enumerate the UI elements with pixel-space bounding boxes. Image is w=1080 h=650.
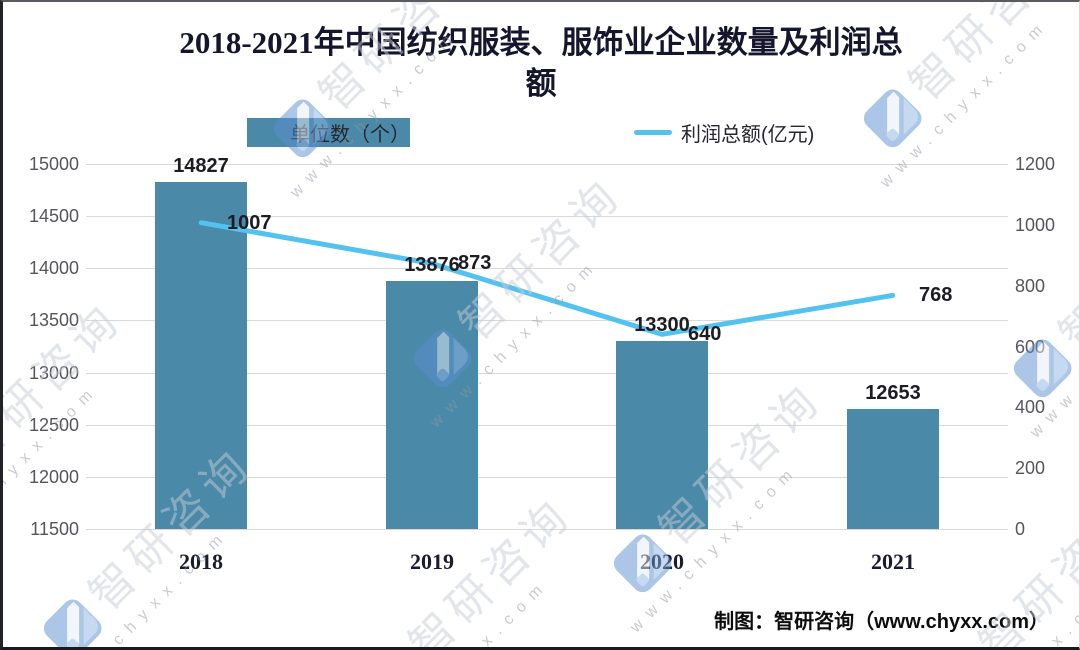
chart-title-line2: 额	[525, 66, 557, 101]
brand-logo-icon	[43, 599, 102, 647]
grid-line	[86, 425, 1008, 426]
left-axis-tick-label: 11500	[30, 519, 79, 539]
legend-line-swatch	[634, 130, 672, 135]
right-axis-tick-label: 0	[1015, 519, 1026, 539]
watermark-brand-text: 智研咨询	[1050, 178, 1080, 360]
line-value-label: 640	[688, 323, 722, 345]
left-axis-tick-label: 13000	[28, 363, 79, 383]
legend-bar-swatch	[247, 126, 281, 139]
left-axis-tick-label: 12000	[28, 467, 79, 487]
left-axis-tick-label: 14000	[28, 258, 79, 278]
attribution-text: 制图：智研咨询（www.chyxx.com）	[714, 611, 1049, 633]
bar	[616, 341, 708, 529]
legend-bar-label: 单位数（个）	[290, 124, 410, 146]
bar-value-label: 13876	[404, 254, 460, 276]
brand-logo-icon	[926, 642, 1000, 650]
grid-line	[86, 373, 1008, 374]
brand-logo-icon	[356, 642, 430, 650]
legend-item-profit: 利润总额(亿元)	[634, 118, 814, 147]
right-axis-tick-label: 1200	[1015, 154, 1056, 174]
bar	[847, 409, 939, 529]
left-axis-tick-label: 15000	[28, 154, 79, 174]
bar-value-label: 12653	[865, 382, 921, 404]
grid-line	[86, 164, 1008, 165]
legend-line-label: 利润总额(亿元)	[681, 124, 815, 146]
grid-line	[86, 529, 1008, 530]
x-axis-category-label: 2018	[179, 549, 223, 574]
left-axis-tick-label: 12500	[28, 415, 79, 435]
x-axis-category-label: 2019	[410, 549, 454, 574]
legend-item-units: 单位数（个）	[247, 118, 410, 147]
bar-value-label: 13300	[634, 314, 690, 336]
right-axis-tick-label: 800	[1015, 276, 1046, 296]
chart-title: 2018-2021年中国纺织服装、服饰业企业数量及利润总 额	[3, 22, 1079, 104]
line-value-label: 1007	[227, 212, 272, 234]
line-value-label: 768	[919, 284, 953, 306]
grid-line	[86, 216, 1008, 217]
left-axis-tick-label: 14500	[28, 206, 79, 226]
x-axis-category-label: 2021	[871, 549, 915, 574]
grid-line	[86, 477, 1008, 478]
left-axis-tick-label: 13500	[28, 310, 79, 330]
bar-value-label: 14827	[173, 155, 229, 177]
x-axis-category-label: 2020	[640, 549, 684, 574]
line-value-label: 873	[458, 252, 492, 274]
right-axis-tick-label: 400	[1015, 397, 1046, 417]
right-axis-tick-label: 600	[1015, 337, 1046, 357]
right-axis-tick-label: 200	[1015, 458, 1046, 478]
bar	[386, 281, 478, 529]
right-axis-tick-label: 1000	[1015, 215, 1056, 235]
chart-title-line1: 2018-2021年中国纺织服装、服饰业企业数量及利润总	[179, 25, 903, 60]
